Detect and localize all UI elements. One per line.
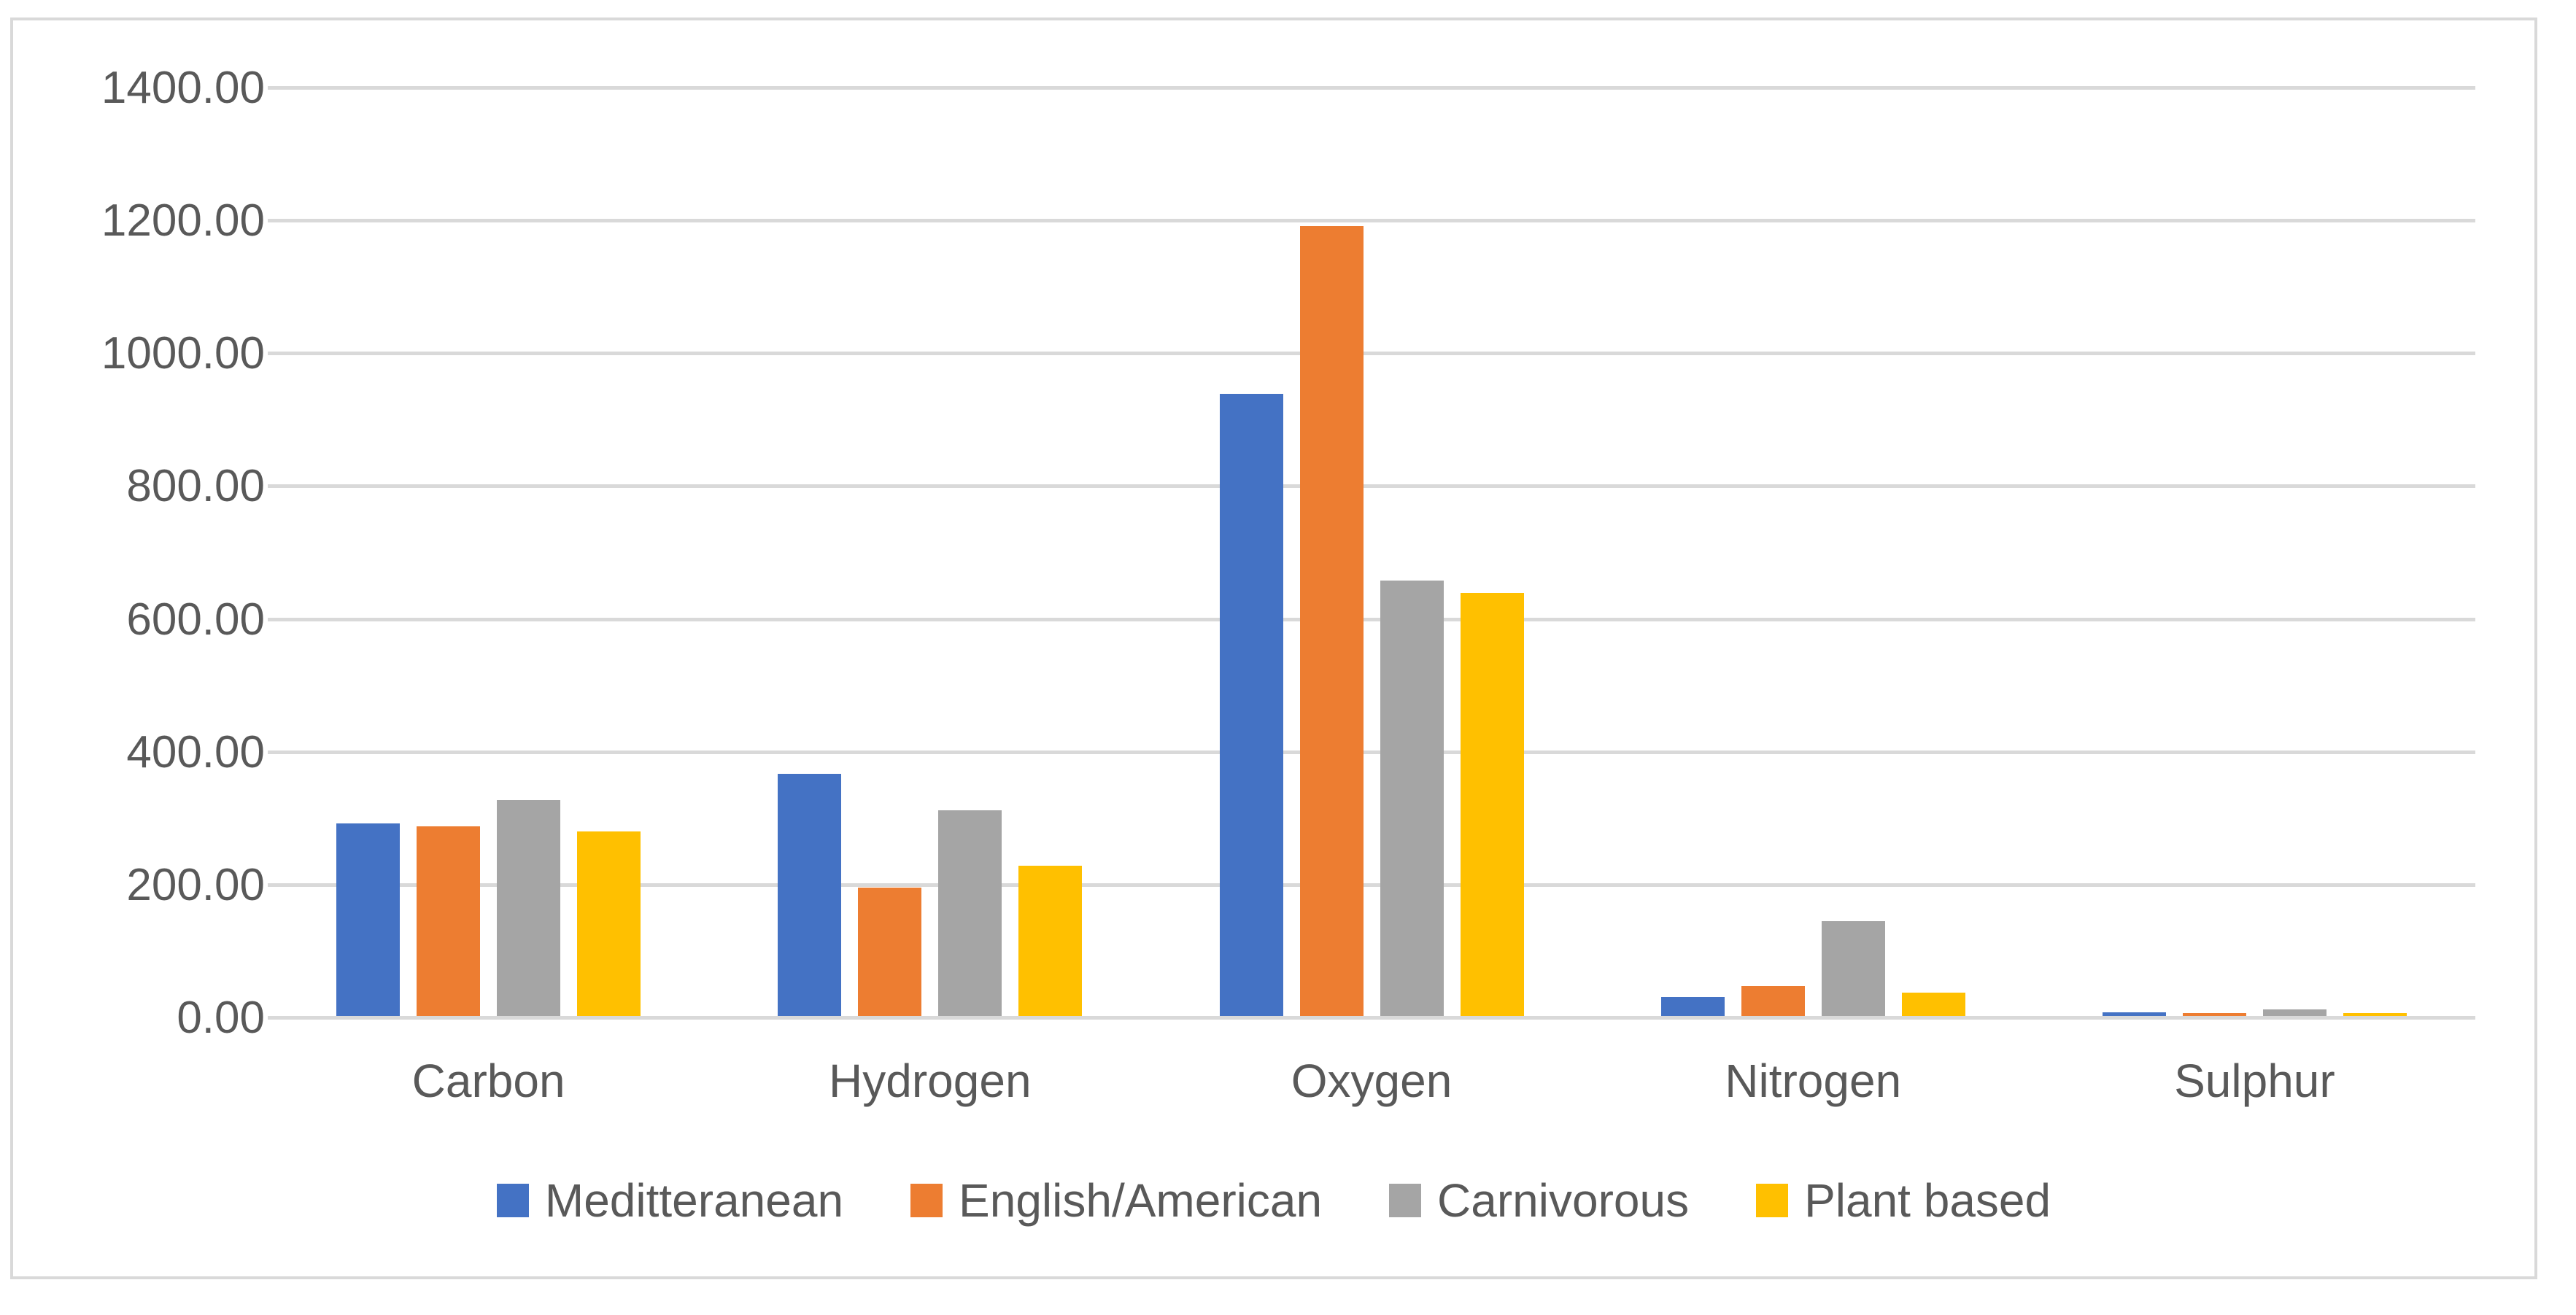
gridline — [268, 617, 2475, 621]
y-axis-tick-labels: 0.00 200.00 400.00 600.00 800.00 1000.00 1200.… — [13, 63, 265, 1043]
x-axis-line — [268, 1016, 2475, 1020]
y-tick-label: 200.00 — [126, 859, 265, 910]
gridline — [268, 883, 2475, 887]
gridline — [268, 86, 2475, 90]
legend-label: Carnivorous — [1437, 1174, 1690, 1227]
bar-meditteranean-nitrogen — [1660, 996, 1725, 1016]
legend-item-meditteranean: Meditteranean — [496, 1171, 844, 1230]
chart-frame: 0.00 200.00 400.00 600.00 800.00 1000.00 1200.… — [10, 18, 2537, 1279]
gridline — [268, 750, 2475, 754]
legend-swatch-icon — [1389, 1184, 1422, 1217]
bar-group-oxygen — [1150, 86, 1592, 1016]
y-tick-label: 400.00 — [126, 726, 265, 777]
legend-item-plant-based: Plant based — [1756, 1171, 2051, 1230]
bar-plant-based-carbon — [577, 831, 641, 1016]
bar-meditteranean-sulphur — [2102, 1012, 2166, 1016]
legend-label: Meditteranean — [544, 1174, 844, 1227]
bar-plant-based-nitrogen — [1901, 993, 1965, 1016]
x-category-label-carbon: Carbon — [411, 1055, 565, 1107]
bar-carnivorous-sulphur — [2262, 1009, 2326, 1016]
bar-meditteranean-carbon — [336, 823, 401, 1016]
legend-label: Plant based — [1804, 1174, 2051, 1227]
legend-item-carnivorous: Carnivorous — [1389, 1171, 1689, 1230]
y-tick-label: 600.00 — [126, 594, 265, 645]
bar-english-american-oxygen — [1299, 226, 1364, 1016]
legend-item-english-american: English/American — [910, 1171, 1322, 1230]
bar-meditteranean-oxygen — [1219, 393, 1283, 1016]
bar-group-nitrogen — [1593, 86, 2034, 1016]
bar-english-american-hydrogen — [858, 888, 922, 1016]
bar-carnivorous-nitrogen — [1821, 920, 1885, 1016]
y-tick-label: 1400.00 — [101, 63, 265, 113]
bar-carnivorous-carbon — [497, 800, 561, 1016]
bar-group-hydrogen — [709, 86, 1150, 1016]
legend-label: English/American — [959, 1174, 1323, 1227]
legend-swatch-icon — [910, 1184, 943, 1217]
bar-english-american-sulphur — [2182, 1013, 2246, 1016]
gridline — [268, 352, 2475, 356]
bar-group-sulphur — [2034, 86, 2475, 1016]
bar-plant-based-oxygen — [1460, 592, 1524, 1016]
bar-english-american-carbon — [417, 826, 481, 1016]
bar-plant-based-hydrogen — [1018, 866, 1083, 1016]
y-tick-label: 0.00 — [177, 993, 265, 1043]
bar-group-carbon — [268, 86, 709, 1016]
x-category-label-oxygen: Oxygen — [1291, 1055, 1453, 1107]
x-category-label-hydrogen: Hydrogen — [829, 1055, 1032, 1107]
bar-carnivorous-oxygen — [1380, 581, 1444, 1016]
chart-legend: Meditteranean English/American Carnivorous… — [13, 1171, 2534, 1230]
bar-plant-based-sulphur — [2343, 1013, 2407, 1016]
bar-carnivorous-hydrogen — [938, 810, 1002, 1016]
y-tick-label: 1200.00 — [101, 195, 265, 247]
legend-swatch-icon — [496, 1184, 529, 1217]
gridline — [268, 484, 2475, 489]
plot-area — [268, 86, 2475, 1020]
x-category-label-nitrogen: Nitrogen — [1725, 1055, 1902, 1107]
legend-swatch-icon — [1756, 1184, 1789, 1217]
bar-meditteranean-hydrogen — [778, 773, 842, 1016]
gridline — [268, 219, 2475, 223]
y-tick-label: 800.00 — [126, 461, 265, 512]
x-axis-category-labels: Carbon Hydrogen Oxygen Nitrogen Sulphur — [268, 1050, 2475, 1112]
x-category-label-sulphur: Sulphur — [2174, 1055, 2335, 1107]
y-tick-label: 1000.00 — [101, 328, 265, 379]
bar-groups — [268, 86, 2475, 1016]
bar-english-american-nitrogen — [1741, 986, 1805, 1016]
